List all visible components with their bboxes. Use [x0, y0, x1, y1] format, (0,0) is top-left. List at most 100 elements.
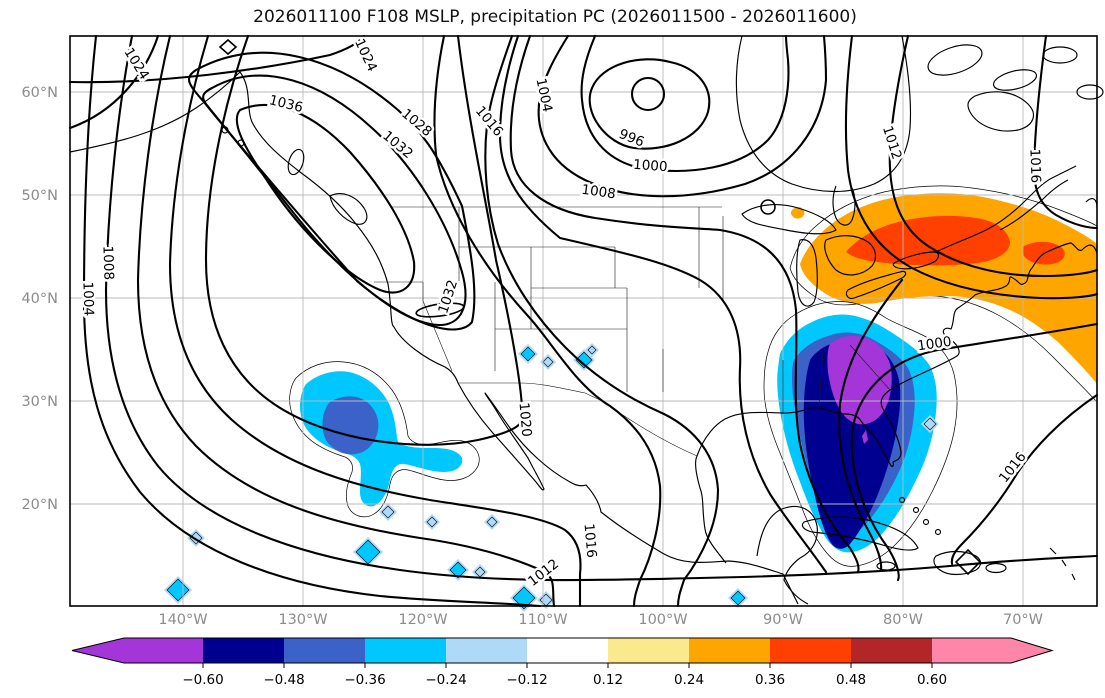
contour-label-1000: 1000	[916, 334, 952, 355]
colorbar-tick-label: −0.60	[182, 672, 223, 688]
shade-northeast-red-core	[846, 215, 1010, 266]
isobar-1036-closed	[235, 103, 416, 294]
isobar-1016-atlantic	[950, 393, 1099, 566]
lake-ontario	[892, 251, 940, 270]
shade-spot	[923, 417, 937, 431]
x-tick-label: 130°W	[278, 612, 327, 628]
lake-michigan	[796, 239, 818, 307]
y-axis-tick-labels: 60°N 50°N 40°N 30°N 20°N	[21, 85, 58, 513]
coast-yucatan	[756, 505, 818, 605]
state-borders	[374, 207, 891, 413]
colorbar-tick-label: −0.12	[506, 672, 547, 688]
coast-bahamas-4	[934, 528, 942, 536]
isobar-1012-west	[136, 34, 556, 608]
colorbar-left-arrow	[72, 638, 124, 663]
isobar-1016-dive	[484, 34, 720, 608]
shade-southeast-purple-core	[827, 336, 892, 425]
plot-border	[69, 35, 1098, 607]
contour-label-1016: 1016	[996, 449, 1030, 486]
x-tick-label: 90°W	[763, 612, 803, 628]
us-mexico-border	[458, 382, 698, 457]
colorbar-segment	[770, 638, 851, 663]
isobar-1000-southeast	[850, 322, 1099, 582]
colorbar-segment	[365, 638, 446, 663]
shade-orange-spot	[791, 207, 805, 219]
colorbar-segment	[608, 638, 689, 663]
coast-jamaica	[876, 561, 896, 571]
shade-spot	[449, 561, 467, 579]
isobar-1012-wrap	[498, 34, 828, 574]
shade-pacific-light	[289, 361, 480, 518]
coastlines-layer	[69, 35, 1104, 605]
isobar-1004-low	[537, 34, 828, 198]
isobar-1000-low	[580, 34, 790, 172]
shade-spot	[381, 505, 395, 519]
colorbar-tick-label: −0.48	[263, 672, 304, 688]
coast-bahamas-3	[922, 518, 930, 526]
isobar-1024-east-flank	[433, 34, 662, 608]
latlon-gridlines	[70, 36, 1097, 606]
st-lawrence-south-shore	[935, 165, 1077, 253]
lake-superior	[741, 204, 837, 235]
x-tick-label: 100°W	[638, 612, 687, 628]
isobar-minor-diamond-2	[218, 38, 238, 56]
contour-label-1016: 1016	[1026, 148, 1043, 183]
colorbar-tick-label: 0.60	[917, 672, 947, 688]
arctic-island-1	[927, 44, 983, 76]
colorbar-segment	[446, 638, 527, 663]
shade-southeast-light	[763, 301, 958, 567]
isobar-minor-oval	[415, 302, 465, 318]
shade-spot	[166, 578, 190, 602]
y-tick-label: 40°N	[21, 291, 58, 307]
x-tick-label: 120°W	[398, 612, 447, 628]
contour-label-1004: 1004	[533, 77, 556, 114]
colorbar: −0.60 −0.48 −0.36 −0.24 −0.12 0.12 0.24 0.36 0.4…	[71, 637, 1054, 688]
x-tick-label: 70°W	[1003, 612, 1043, 628]
contour-label-1012: 1012	[879, 124, 905, 162]
colorbar-tick-label: 0.36	[755, 672, 785, 688]
colorbar-outline	[71, 637, 1054, 664]
haida-gwaii	[287, 148, 305, 176]
colorbar-tick-label: −0.24	[425, 672, 466, 688]
isobar-1004-west	[82, 34, 542, 608]
isobar-1020-hairpin	[204, 34, 524, 446]
isobar-northeast-band	[844, 34, 1099, 300]
isobar-996-closed	[588, 58, 711, 150]
contour-label-1004: 1004	[79, 281, 96, 316]
colorbar-segment	[851, 638, 932, 663]
y-tick-label: 20°N	[21, 497, 58, 513]
coast-pacific-mexico	[69, 71, 799, 605]
colorbar-segment	[689, 638, 770, 663]
lake-huron	[824, 235, 877, 276]
colorbar-tick-label: 0.24	[674, 672, 704, 688]
coast-bahamas-2	[912, 506, 920, 514]
lake-erie	[845, 270, 907, 299]
chart-title: 2026011100 F108 MSLP, precipitation PC (…	[253, 7, 857, 27]
hudson-bay	[735, 35, 912, 193]
colorbar-tick-label: 0.12	[593, 672, 623, 688]
coast-bahamas-1	[898, 496, 906, 504]
shade-purple-sliver	[862, 430, 868, 444]
arctic-island-2	[992, 69, 1038, 91]
isobar-1008-wrap	[509, 34, 860, 574]
contour-label-1020: 1020	[516, 402, 535, 438]
coast-gulf-eastcoast	[695, 242, 1098, 564]
isobar-992-center	[630, 76, 666, 112]
contour-label-1024: 1024	[351, 36, 380, 74]
arctic-island-4	[1076, 84, 1104, 100]
shade-spot	[426, 516, 438, 528]
contour-label-1028: 1028	[398, 106, 435, 140]
shade-spot	[520, 346, 536, 362]
mslp-contour-layer	[68, 34, 1099, 608]
isobar-inner-wrap	[838, 278, 904, 572]
contour-label-1036: 1036	[267, 92, 304, 116]
colorbar-segment	[124, 638, 203, 663]
colorbar-segment	[932, 638, 1011, 663]
arctic-island-3	[1042, 46, 1078, 64]
y-tick-label: 50°N	[21, 188, 58, 204]
isobar-1024-corner-a	[68, 34, 160, 130]
vancouver-island	[329, 193, 368, 225]
shade-spot	[575, 351, 593, 369]
isobar-1016-topright	[1032, 34, 1099, 230]
